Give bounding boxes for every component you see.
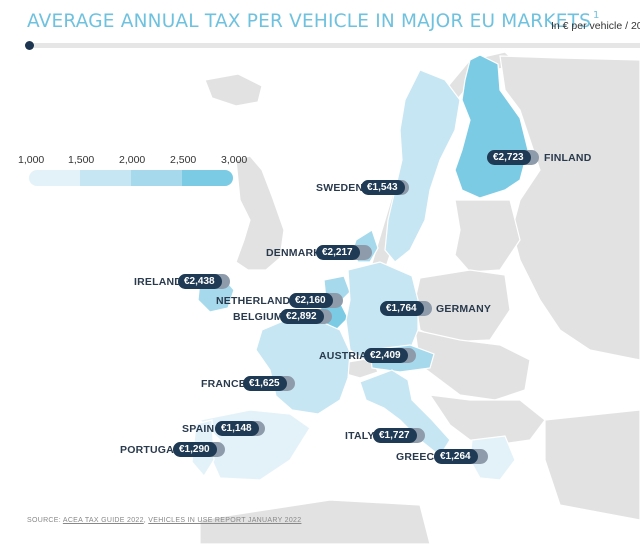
source-link-vehicles-report[interactable]: VEHICLES IN USE REPORT JANUARY 2022 xyxy=(148,517,302,524)
value-pill-netherlands: €2,160 xyxy=(289,293,343,308)
legend-tick: 2,500 xyxy=(170,154,197,166)
country-label-belgium: BELGIUM xyxy=(233,311,283,323)
value-pill-france: €1,625 xyxy=(243,376,295,391)
title-footnote: 1 xyxy=(593,10,600,21)
legend-tick: 1,500 xyxy=(68,154,95,166)
value-pill-finland: €2,723 xyxy=(487,150,539,165)
legend-color-scale xyxy=(29,170,233,186)
greenland-iceland-shape xyxy=(204,73,263,107)
value-pill-sweden: €1,543 xyxy=(361,180,409,195)
north-africa-shape xyxy=(199,499,431,544)
uk-shape xyxy=(235,155,285,271)
legend-tick: 3,000 xyxy=(221,154,248,166)
sweden-shape xyxy=(384,69,461,263)
unit-label: In € per vehicle / 2022 xyxy=(551,20,640,32)
russia-shape xyxy=(499,55,640,361)
country-label-germany: GERMANY xyxy=(436,303,492,315)
value-pill-denmark: €2,217 xyxy=(316,245,372,260)
france-shape xyxy=(255,313,351,415)
country-label-ireland: IRELAND xyxy=(134,276,183,288)
central-europe-shape xyxy=(414,329,531,401)
value-pill-greece: €1,264 xyxy=(434,449,488,464)
country-label-sweden: SWEDEN xyxy=(316,182,364,194)
baltics-shape xyxy=(454,199,521,273)
map-title: AVERAGE ANNUAL TAX PER VEHICLE IN MAJOR … xyxy=(27,10,600,32)
value-pill-portugal: €1,290 xyxy=(173,442,225,457)
legend-tick: 2,000 xyxy=(119,154,146,166)
source-note: SOURCE: ACEA TAX GUIDE 2022, VEHICLES IN… xyxy=(27,517,302,524)
legend-swatch-2500-3000 xyxy=(182,170,233,186)
italy-shape xyxy=(359,369,451,457)
legend-swatch-1000-1500 xyxy=(29,170,80,186)
country-label-denmark: DENMARK xyxy=(266,247,322,259)
value-pill-austria: €2,409 xyxy=(364,348,416,363)
value-pill-germany: €1,764 xyxy=(380,301,432,316)
country-label-france: FRANCE xyxy=(201,378,246,390)
legend-swatch-2000-2500 xyxy=(131,170,182,186)
rule-dot xyxy=(25,41,34,50)
value-pill-ireland: €2,438 xyxy=(178,274,230,289)
country-label-greece: GREECE xyxy=(396,451,442,463)
country-label-spain: SPAIN xyxy=(182,423,215,435)
turkey-shape xyxy=(544,409,640,521)
legend-swatch-1500-2000 xyxy=(80,170,131,186)
source-link-tax-guide[interactable]: ACEA TAX GUIDE 2022 xyxy=(62,517,144,524)
balkans-shape xyxy=(428,394,546,446)
country-label-netherlands: NETHERLANDS xyxy=(216,295,298,307)
country-label-portugal: PORTUGAL xyxy=(120,444,181,456)
value-pill-italy: €1,727 xyxy=(373,428,425,443)
legend-tick: 1,000 xyxy=(18,154,45,166)
value-pill-spain: €1,148 xyxy=(215,421,265,436)
title-rule xyxy=(30,43,640,48)
country-label-italy: ITALY xyxy=(345,430,375,442)
country-label-finland: FINLAND xyxy=(544,152,592,164)
value-pill-belgium: €2,892 xyxy=(280,309,332,324)
europe-map xyxy=(191,51,640,544)
country-label-austria: AUSTRIA xyxy=(319,350,368,362)
